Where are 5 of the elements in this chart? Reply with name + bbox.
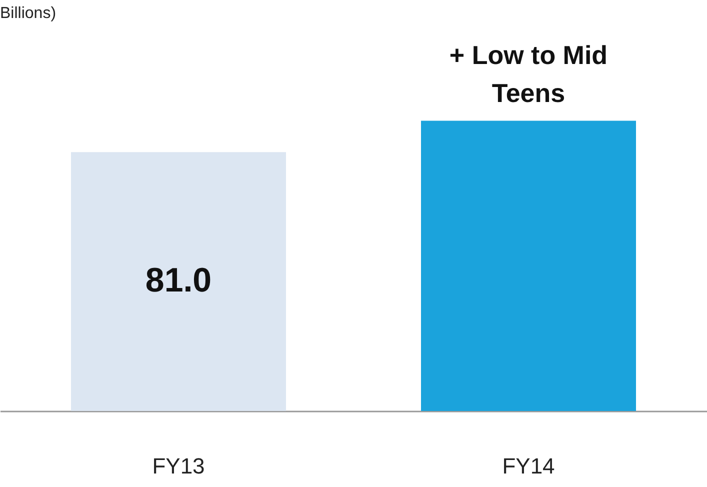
x-tick-label: FY13 (152, 454, 205, 478)
x-tick-label: FY14 (502, 454, 555, 478)
annotation: + Low to Mid Teens (449, 40, 608, 108)
chart-subtitle: Billions) (0, 5, 56, 22)
data-label: 81.0 (145, 262, 212, 300)
